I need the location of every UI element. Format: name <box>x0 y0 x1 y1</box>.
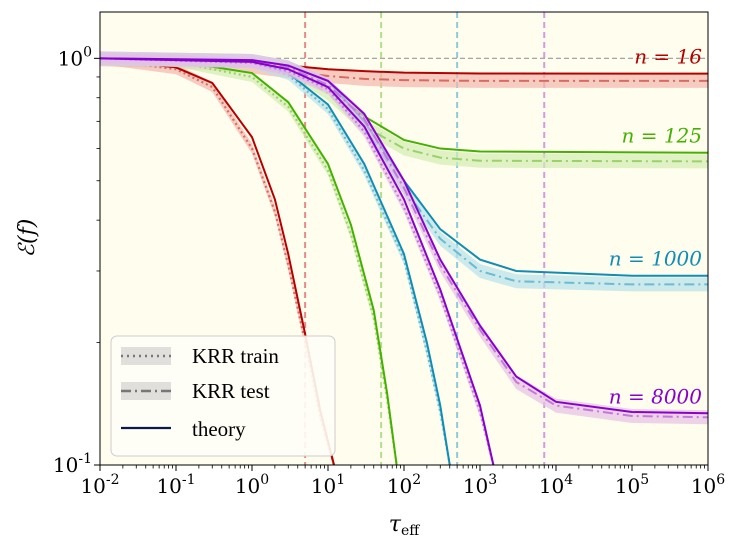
legend-label-test: KRR test <box>192 379 270 403</box>
legend-label-theory: theory <box>192 417 246 441</box>
legend: KRR train KRR test theory <box>110 335 336 457</box>
x-tick-label-7: 105 <box>615 472 649 498</box>
plot-area <box>100 12 708 465</box>
y-axis-label: ℰ(f) <box>15 219 40 258</box>
krr-train-line-0 <box>100 58 336 465</box>
x-tick-label-0: 10-2 <box>80 472 119 498</box>
x-tick-label-4: 102 <box>387 472 421 498</box>
series-label-3: n = 8000 <box>609 384 703 408</box>
x-tick-label-5: 103 <box>463 472 497 498</box>
series-label-0: n = 16 <box>634 45 702 69</box>
krr-train-line-3 <box>100 57 495 465</box>
y-tick-label-1: 10-1 <box>53 451 92 477</box>
theory-train-line-3 <box>100 57 495 465</box>
legend-label-train: KRR train <box>192 344 279 368</box>
y-tick-label-0: 100 <box>58 44 92 70</box>
theory-test-line-3 <box>100 57 708 415</box>
series-label-2: n = 1000 <box>609 247 703 271</box>
krr-test-line-3 <box>100 57 708 419</box>
x-tick-label-1: 10-1 <box>156 472 195 498</box>
x-tick-label-6: 104 <box>539 472 573 498</box>
x-tick-label-8: 106 <box>691 472 725 498</box>
x-tick-label-3: 101 <box>311 472 345 498</box>
legend-box <box>110 335 336 457</box>
x-axis-label: τeff <box>389 512 420 539</box>
series-label-1: n = 125 <box>621 124 702 148</box>
x-tick-label-2: 100 <box>235 472 269 498</box>
